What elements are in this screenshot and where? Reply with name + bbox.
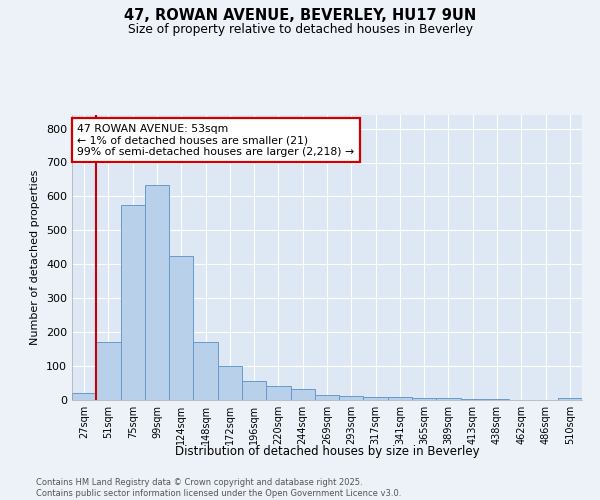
Bar	[266, 386, 290, 400]
Text: 47 ROWAN AVENUE: 53sqm
← 1% of detached houses are smaller (21)
99% of semi-deta: 47 ROWAN AVENUE: 53sqm ← 1% of detached …	[77, 124, 354, 157]
Bar	[364, 396, 388, 400]
Y-axis label: Number of detached properties: Number of detached properties	[31, 170, 40, 345]
Bar	[315, 394, 339, 400]
Bar	[72, 393, 96, 400]
Text: Contains HM Land Registry data © Crown copyright and database right 2025.
Contai: Contains HM Land Registry data © Crown c…	[36, 478, 401, 498]
Bar	[461, 398, 485, 400]
Text: 47, ROWAN AVENUE, BEVERLEY, HU17 9UN: 47, ROWAN AVENUE, BEVERLEY, HU17 9UN	[124, 8, 476, 22]
Bar	[121, 205, 145, 400]
Text: Size of property relative to detached houses in Beverley: Size of property relative to detached ho…	[128, 22, 473, 36]
Bar	[242, 380, 266, 400]
Bar	[169, 256, 193, 400]
Bar	[339, 396, 364, 400]
Bar	[145, 184, 169, 400]
Bar	[290, 389, 315, 400]
Bar	[388, 398, 412, 400]
Text: Distribution of detached houses by size in Beverley: Distribution of detached houses by size …	[175, 444, 479, 458]
Bar	[558, 398, 582, 400]
Bar	[218, 366, 242, 400]
Bar	[436, 398, 461, 400]
Bar	[193, 342, 218, 400]
Bar	[96, 342, 121, 400]
Bar	[412, 398, 436, 400]
